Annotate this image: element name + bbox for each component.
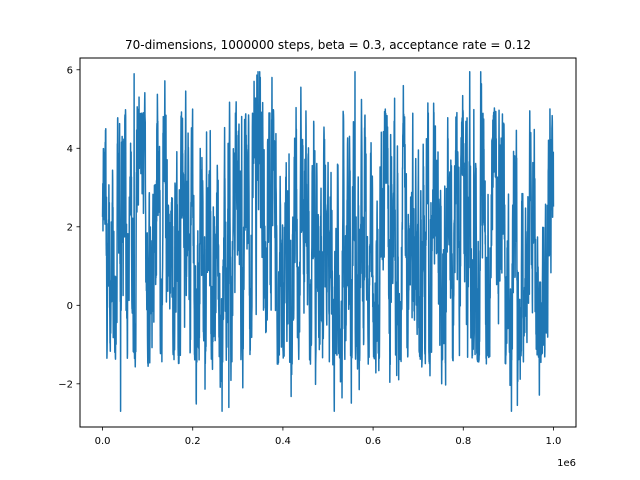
- series-layer: [101, 70, 555, 413]
- y-tick-label: 4: [67, 144, 73, 155]
- y-axis: −2 0 2 4 6: [58, 65, 80, 390]
- y-tick-label: 6: [67, 65, 73, 76]
- chart-title: 70-dimensions, 1000000 steps, beta = 0.3…: [125, 38, 531, 52]
- x-tick-label: 0.0: [95, 436, 111, 447]
- x-axis-offset-label: 1e6: [557, 458, 576, 469]
- x-tick-label: 0.2: [185, 436, 201, 447]
- x-tick-label: 0.4: [275, 436, 291, 447]
- x-axis: 0.0 0.2 0.4 0.6 0.8 1.0: [95, 427, 562, 447]
- x-tick-label: 0.6: [365, 436, 381, 447]
- plot-frame: [79, 57, 577, 428]
- x-tick-label: 1.0: [546, 436, 562, 447]
- x-tick-label: 0.8: [455, 436, 471, 447]
- y-tick-label: 2: [67, 222, 73, 233]
- y-tick-label: 0: [67, 301, 73, 312]
- series-line: [101, 70, 555, 413]
- y-tick-label: −2: [58, 379, 73, 390]
